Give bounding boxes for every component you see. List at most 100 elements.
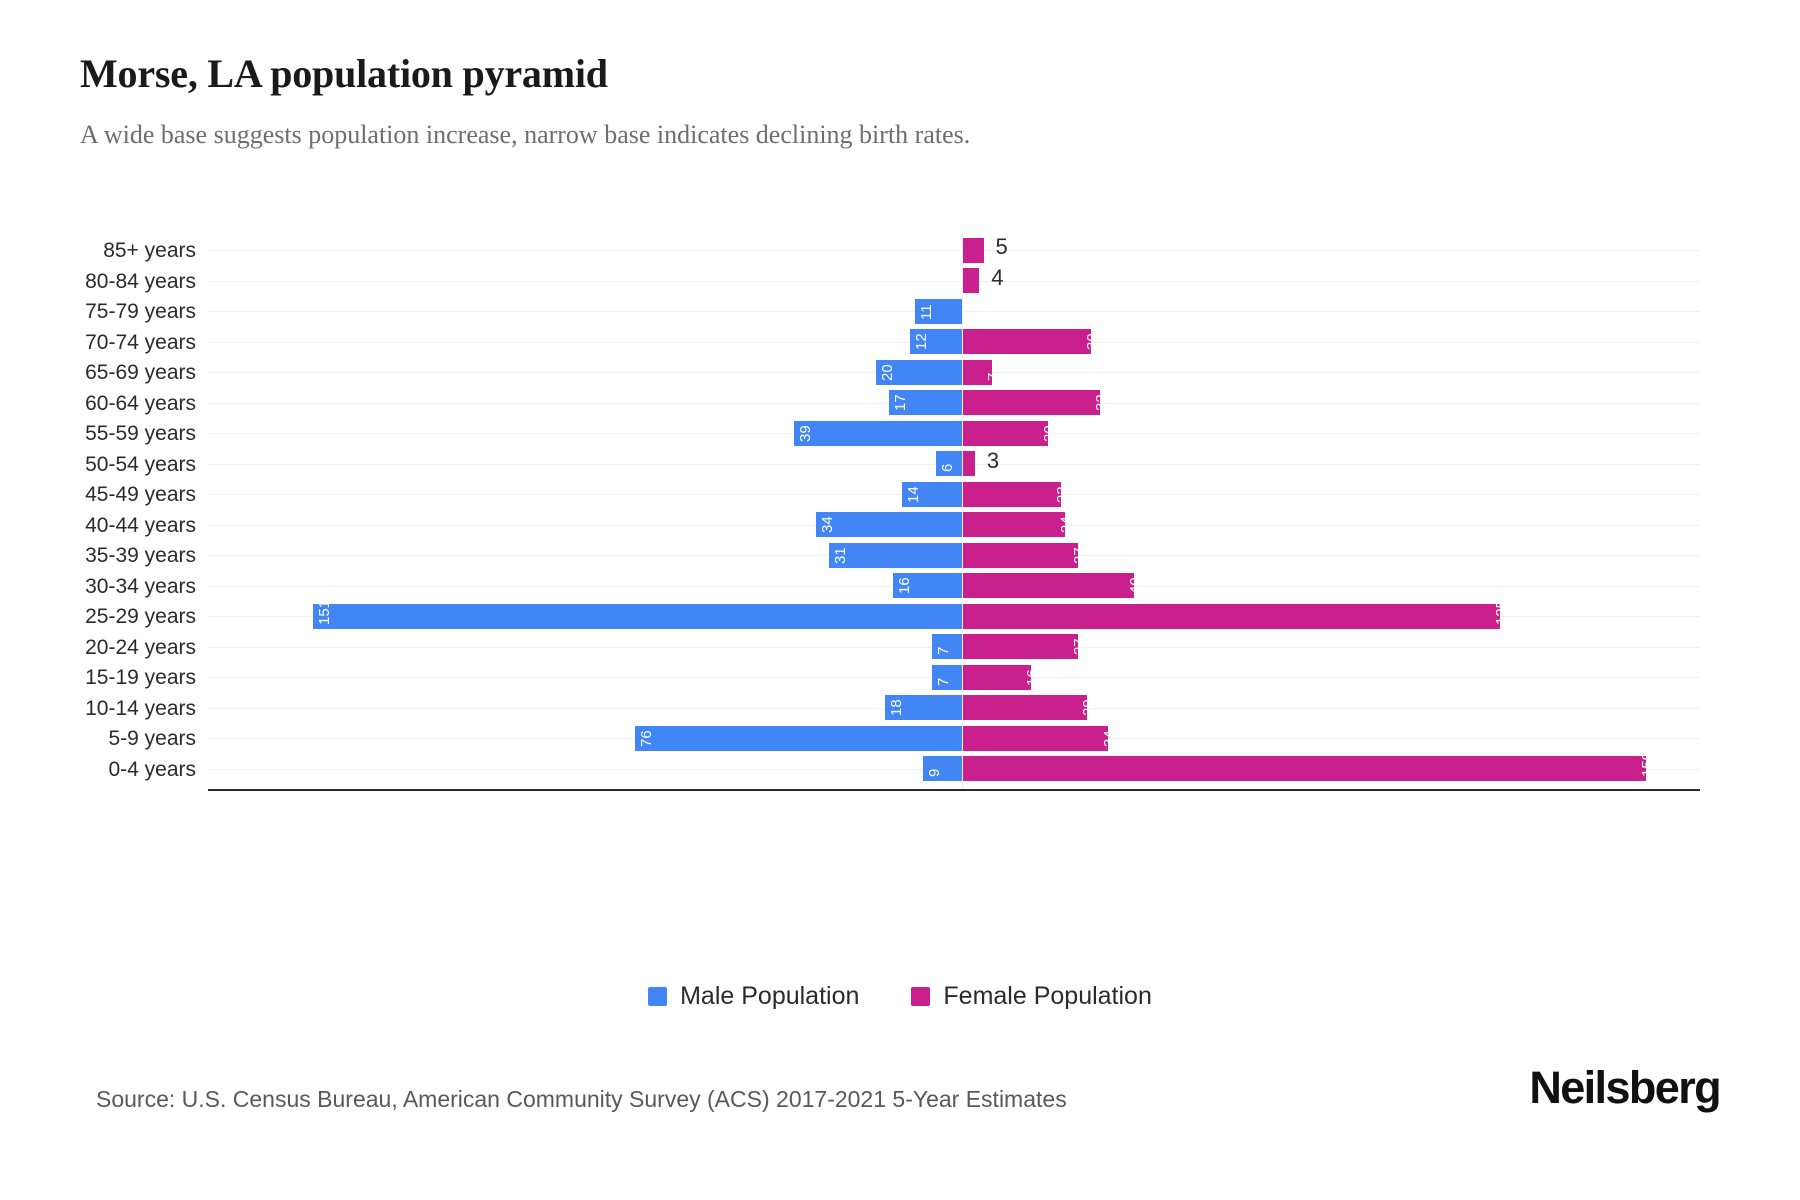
bar-female: 30	[962, 329, 1101, 354]
legend-swatch-icon	[911, 987, 931, 1006]
legend-swatch-icon	[648, 987, 668, 1006]
bar-male: 20	[876, 359, 962, 385]
chart-legend: Male Population Female Population	[0, 982, 1800, 1011]
legend-item[interactable]: Female Population	[911, 982, 1152, 1011]
bar-value-label: 34	[818, 516, 836, 533]
axis-category-label: 35-39 years	[85, 544, 196, 567]
axis-category-label: 0-4 years	[108, 757, 196, 781]
axis-category-label: 10-14 years	[85, 696, 196, 720]
bar-value-label: 39	[797, 424, 815, 442]
axis-category-label: 75-79 years	[85, 300, 196, 323]
bar-male: 12	[910, 329, 962, 354]
bar-value-label: 11	[917, 303, 935, 320]
bar-male: 7	[931, 664, 962, 690]
axis-category-label: 45-49 years	[85, 483, 196, 506]
legend-item[interactable]: Male Population	[648, 982, 859, 1011]
bar-male: 31	[828, 542, 962, 568]
bar-female: 32	[962, 390, 1110, 415]
bar-female	[962, 451, 975, 476]
source-note: Source: U.S. Census Bureau, American Com…	[96, 1086, 1067, 1112]
bar-value-label: 27	[1071, 546, 1089, 564]
axis-category-label: 30-34 years	[85, 574, 196, 598]
axis-category-label: 65-69 years	[85, 361, 196, 384]
bar-female: 29	[962, 695, 1097, 720]
bar-value-label: 30	[1084, 333, 1101, 350]
bar-female: 27	[962, 542, 1088, 568]
bar-female	[962, 268, 980, 293]
bar-female: 125	[962, 599, 1510, 629]
bar-value-label: 5	[995, 234, 1008, 259]
axis-category-label: 40-44 years	[85, 513, 196, 537]
bar-male: 7	[931, 634, 962, 659]
bar-value-label: 159	[1638, 751, 1656, 777]
bar-value-label: 16	[1023, 668, 1041, 686]
bar-value-label: 7	[934, 646, 952, 655]
bar-value-label: 24	[1058, 516, 1076, 533]
brand-logo: Neilsberg	[1529, 1062, 1721, 1113]
bar-female: 7	[962, 359, 1002, 385]
bar-male: 151	[312, 599, 962, 629]
bar-value-label: 23	[1053, 485, 1071, 503]
bar-male: 6	[936, 451, 962, 476]
bar-value-label: 7	[985, 372, 1003, 381]
bar-value-label: 3	[986, 447, 1000, 473]
bar-female	[962, 237, 984, 263]
bar-value-label: 16	[896, 577, 914, 594]
bar-male: 34	[815, 512, 962, 537]
bar-male: 18	[884, 695, 962, 720]
axis-baseline	[208, 789, 1700, 791]
legend-label: Male Population	[680, 982, 860, 1010]
bar-male: 76	[635, 725, 962, 751]
axis-category-label: 20-24 years	[85, 635, 196, 659]
axis-category-label: 80-84 years	[85, 269, 196, 293]
bar-value-label: 18	[887, 699, 905, 716]
bar-value-label: 29	[1079, 699, 1097, 716]
axis-category-label: 5-9 years	[108, 727, 196, 750]
axis-category-label: 60-64 years	[85, 391, 196, 415]
bar-male: 39	[794, 420, 962, 446]
bar-female: 40	[962, 573, 1144, 598]
axis-category-label: 55-59 years	[85, 422, 196, 445]
bar-female: 16	[962, 664, 1041, 690]
axis-category-label: 70-74 years	[85, 330, 196, 354]
axis-category-label: 50-54 years	[85, 452, 196, 476]
grid-line	[208, 281, 1700, 282]
bar-value-label: 31	[831, 546, 849, 564]
bar-value-label: 20	[879, 363, 896, 381]
bar-value-label: 20	[1041, 424, 1058, 442]
center-axis-divider	[962, 230, 963, 789]
bar-female: 27	[962, 634, 1088, 659]
bar-value-label: 151	[315, 599, 333, 625]
bar-male: 9	[923, 756, 962, 781]
axis-category-label: 25-29 years	[85, 605, 196, 628]
bar-value-label: 14	[904, 485, 922, 503]
bar-value-label: 32	[1092, 394, 1110, 411]
bar-value-label: 7	[934, 677, 952, 686]
chart-subtitle: A wide base suggests population increase…	[80, 120, 971, 149]
bar-value-label: 40	[1127, 577, 1144, 594]
bar-female: 23	[962, 481, 1071, 507]
bar-female: 159	[962, 752, 1656, 781]
bar-value-label: 4	[991, 264, 1004, 290]
grid-line	[208, 250, 1700, 251]
axis-category-label: 15-19 years	[85, 666, 196, 689]
bar-value-label: 12	[913, 333, 931, 350]
bar-value-label: 17	[891, 394, 909, 411]
bar-female: 24	[962, 512, 1075, 537]
bar-female: 34	[962, 725, 1118, 751]
bar-male: 17	[888, 390, 962, 415]
legend-label: Female Population	[943, 982, 1152, 1010]
bar-value-label: 76	[638, 729, 656, 747]
bar-value-label: 9	[926, 768, 944, 777]
bar-value-label: 125	[1492, 599, 1510, 625]
axis-category-label: 85+ years	[103, 239, 196, 262]
bar-male: 14	[901, 481, 962, 507]
page-title: Morse, LA population pyramid	[80, 51, 608, 96]
bar-value-label: 6	[939, 463, 957, 472]
bar-value-label: 34	[1101, 729, 1119, 747]
bar-male: 11	[914, 298, 962, 324]
bar-value-label: 27	[1071, 638, 1089, 655]
bar-male: 16	[893, 573, 962, 598]
bar-female: 20	[962, 420, 1058, 446]
